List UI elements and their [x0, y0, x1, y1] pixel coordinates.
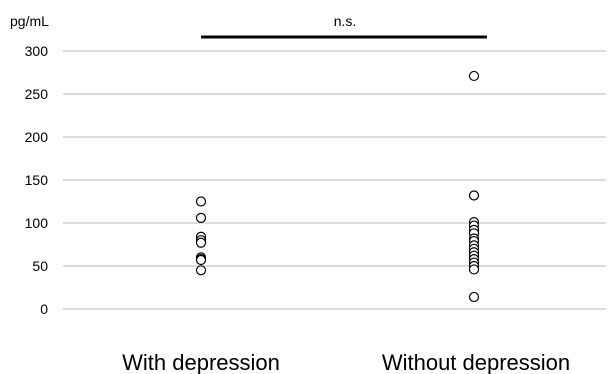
data-point [468, 264, 480, 275]
significance-label: n.s. [334, 13, 357, 29]
category-label: Without depression [382, 350, 570, 374]
y-tick-label: 250 [25, 86, 49, 102]
y-tick-label: 100 [25, 215, 49, 231]
data-point [468, 291, 480, 303]
y-tick-label: 200 [25, 129, 49, 145]
y-tick-label: 50 [32, 258, 48, 274]
data-point [195, 237, 207, 248]
x-axis-categories: With depression Without depression [122, 350, 570, 374]
y-tick-label: 0 [40, 301, 48, 317]
y-tick-label: 150 [25, 172, 49, 188]
data-point [468, 190, 480, 201]
y-axis-unit-label: pg/mL [10, 13, 49, 29]
data-point [195, 254, 207, 266]
data-points [195, 70, 480, 303]
data-point [468, 70, 480, 82]
data-point [195, 196, 207, 207]
data-point [195, 265, 207, 276]
gridlines [63, 50, 606, 310]
y-tick-label: 300 [25, 43, 49, 59]
category-label: With depression [122, 350, 280, 374]
data-point [195, 212, 207, 223]
y-axis-ticks: 0 50 100 150 200 250 300 [25, 43, 49, 317]
